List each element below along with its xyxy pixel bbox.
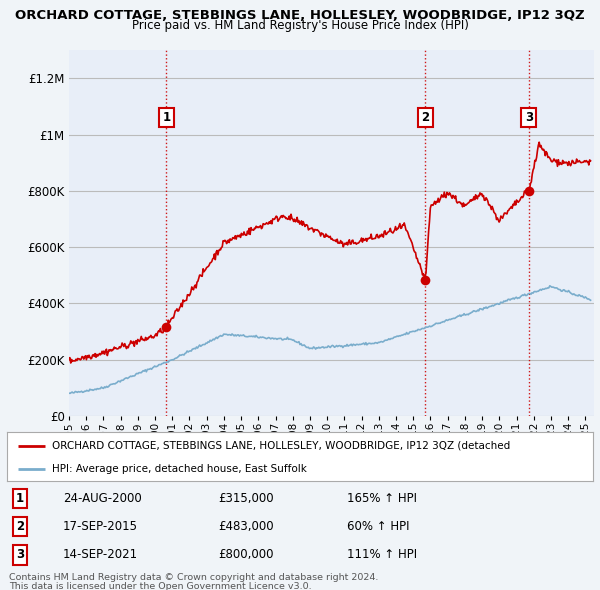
Text: 111% ↑ HPI: 111% ↑ HPI: [347, 548, 417, 561]
Text: 60% ↑ HPI: 60% ↑ HPI: [347, 520, 409, 533]
Text: ORCHARD COTTAGE, STEBBINGS LANE, HOLLESLEY, WOODBRIDGE, IP12 3QZ: ORCHARD COTTAGE, STEBBINGS LANE, HOLLESL…: [15, 9, 585, 22]
Text: £800,000: £800,000: [218, 548, 274, 561]
Text: This data is licensed under the Open Government Licence v3.0.: This data is licensed under the Open Gov…: [9, 582, 311, 590]
Text: 14-SEP-2021: 14-SEP-2021: [63, 548, 138, 561]
Text: 165% ↑ HPI: 165% ↑ HPI: [347, 492, 417, 505]
Text: 3: 3: [16, 548, 24, 561]
Text: 17-SEP-2015: 17-SEP-2015: [63, 520, 138, 533]
Text: 1: 1: [16, 492, 24, 505]
Text: 2: 2: [421, 111, 430, 124]
Text: £483,000: £483,000: [218, 520, 274, 533]
Text: £315,000: £315,000: [218, 492, 274, 505]
Text: 3: 3: [524, 111, 533, 124]
Text: 2: 2: [16, 520, 24, 533]
Text: 24-AUG-2000: 24-AUG-2000: [63, 492, 142, 505]
Text: Price paid vs. HM Land Registry's House Price Index (HPI): Price paid vs. HM Land Registry's House …: [131, 19, 469, 32]
Text: 1: 1: [162, 111, 170, 124]
Text: ORCHARD COTTAGE, STEBBINGS LANE, HOLLESLEY, WOODBRIDGE, IP12 3QZ (detached: ORCHARD COTTAGE, STEBBINGS LANE, HOLLESL…: [52, 441, 511, 451]
Text: HPI: Average price, detached house, East Suffolk: HPI: Average price, detached house, East…: [52, 464, 307, 474]
Text: Contains HM Land Registry data © Crown copyright and database right 2024.: Contains HM Land Registry data © Crown c…: [9, 573, 379, 582]
